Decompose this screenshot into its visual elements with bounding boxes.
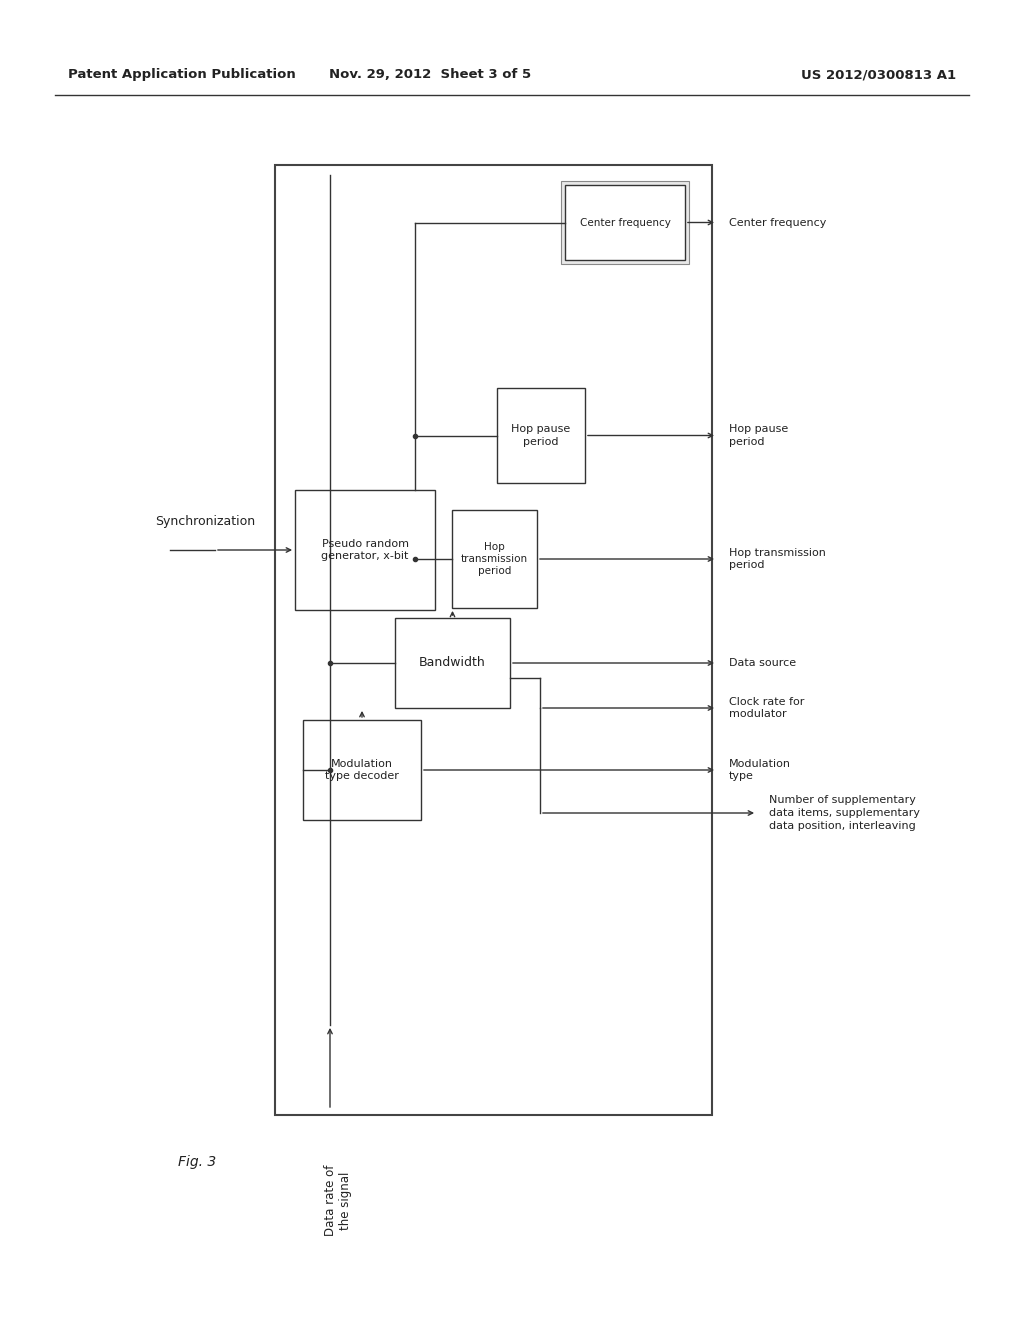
Text: US 2012/0300813 A1: US 2012/0300813 A1 — [801, 69, 956, 81]
Text: Modulation
type: Modulation type — [729, 759, 791, 781]
Bar — [452, 510, 537, 609]
Text: Data rate of
the signal: Data rate of the signal — [324, 1166, 352, 1237]
Text: Hop transmission
period: Hop transmission period — [729, 548, 826, 570]
Text: Number of supplementary
data items, supplementary
data position, interleaving: Number of supplementary data items, supp… — [769, 795, 920, 832]
Text: Data source: Data source — [729, 657, 796, 668]
Text: Hop pause
period: Hop pause period — [729, 424, 788, 446]
Text: Center frequency: Center frequency — [580, 218, 671, 227]
Text: Fig. 3: Fig. 3 — [178, 1155, 216, 1170]
Bar — [497, 388, 585, 483]
Text: Synchronization: Synchronization — [155, 515, 255, 528]
Text: Nov. 29, 2012  Sheet 3 of 5: Nov. 29, 2012 Sheet 3 of 5 — [329, 69, 531, 81]
Bar — [395, 618, 510, 708]
Text: Modulation
type decoder: Modulation type decoder — [325, 759, 399, 781]
Text: Hop pause
period: Hop pause period — [511, 424, 570, 446]
Text: Pseudo random
generator, x-bit: Pseudo random generator, x-bit — [322, 539, 409, 561]
Text: Patent Application Publication: Patent Application Publication — [68, 69, 296, 81]
Text: Bandwidth: Bandwidth — [419, 656, 485, 669]
Text: Clock rate for
modulator: Clock rate for modulator — [729, 697, 805, 719]
Text: Center frequency: Center frequency — [729, 218, 826, 227]
Text: Hop
transmission
period: Hop transmission period — [461, 541, 528, 577]
Bar — [565, 185, 685, 260]
Bar — [303, 719, 421, 820]
Bar — [295, 490, 435, 610]
Bar — [275, 165, 712, 1115]
Bar — [561, 181, 689, 264]
